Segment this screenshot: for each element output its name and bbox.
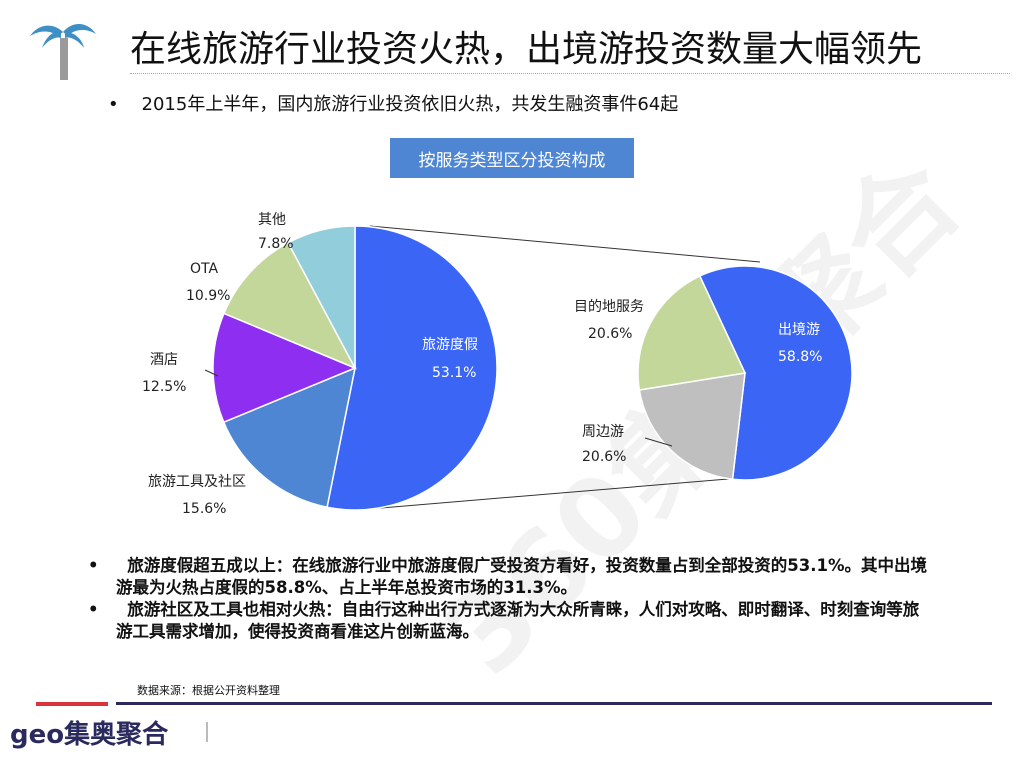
label-other-value: 7.8% [258,236,294,252]
note-text: 旅游度假超五成以上：在线旅游行业中旅游度假广受投资方看好，投资数量占到全部投资的… [116,556,928,597]
label-tools-value: 15.6% [182,501,226,517]
footer-line [116,702,992,705]
label-other-name: 其他 [258,212,286,228]
label-outbound-name: 出境游 [778,322,820,338]
label-nearby-value: 20.6% [582,449,626,465]
leader-line [644,437,673,447]
company-logo: geo集奥聚合 [10,720,169,750]
pie-slice-OTA [222,241,357,370]
leader-line [204,369,219,377]
pie-slice-周边游 [638,372,746,481]
pie-slice-旅游工具及社区 [222,366,357,509]
palm-tree-logo-icon [30,23,96,80]
footer-separator [206,722,208,742]
label-ota-value: 10.9% [186,288,230,304]
note-item: • 旅游度假超五成以上：在线旅游行业中旅游度假广受投资方看好，投资数量占到全部投… [88,556,928,597]
note-text: 旅游社区及工具也相对火热：自由行这种出行方式逐渐为大众所青睐，人们对攻略、即时翻… [116,600,920,641]
label-vacation-value: 53.1% [432,365,476,381]
label-destination-name: 目的地服务 [574,299,644,315]
notes-list: • 旅游度假超五成以上：在线旅游行业中旅游度假广受投资方看好，投资数量占到全部投… [88,555,928,643]
note-item: • 旅游社区及工具也相对火热：自由行这种出行方式逐渐为大众所青睐，人们对攻略、即… [88,600,920,641]
data-source: 数据来源：根据公开资料整理 [137,684,280,697]
pie-slice-旅游度假 [326,225,498,511]
pie-slice-酒店 [212,312,357,424]
chart-title: 按服务类型区分投资构成 [390,138,634,178]
bullet-summary: • 2015年上半年，国内旅游行业投资依旧火热，共发生融资事件64起 [108,94,679,115]
label-outbound-value: 58.8% [778,349,822,365]
bullet-text: 2015年上半年，国内旅游行业投资依旧火热，共发生融资事件64起 [141,94,679,115]
label-hotel-name: 酒店 [150,352,178,368]
label-hotel-value: 12.5% [142,379,186,395]
footer-accent-line [36,702,108,706]
label-tools-name: 旅游工具及社区 [148,474,246,490]
pie-slice-目的地服务 [637,275,747,391]
pie-slice-其他 [287,225,356,369]
title-divider [130,73,1010,74]
pie-slice-出境游 [698,265,853,481]
connector-line-top [369,225,761,263]
label-destination-value: 20.6% [588,326,632,342]
label-nearby-name: 周边游 [582,424,624,440]
label-vacation-name: 旅游度假 [422,337,478,353]
page-title: 在线旅游行业投资火热，出境游投资数量大幅领先 [130,29,923,70]
label-ota-name: OTA [190,261,218,277]
connector-line-bottom [356,477,741,511]
